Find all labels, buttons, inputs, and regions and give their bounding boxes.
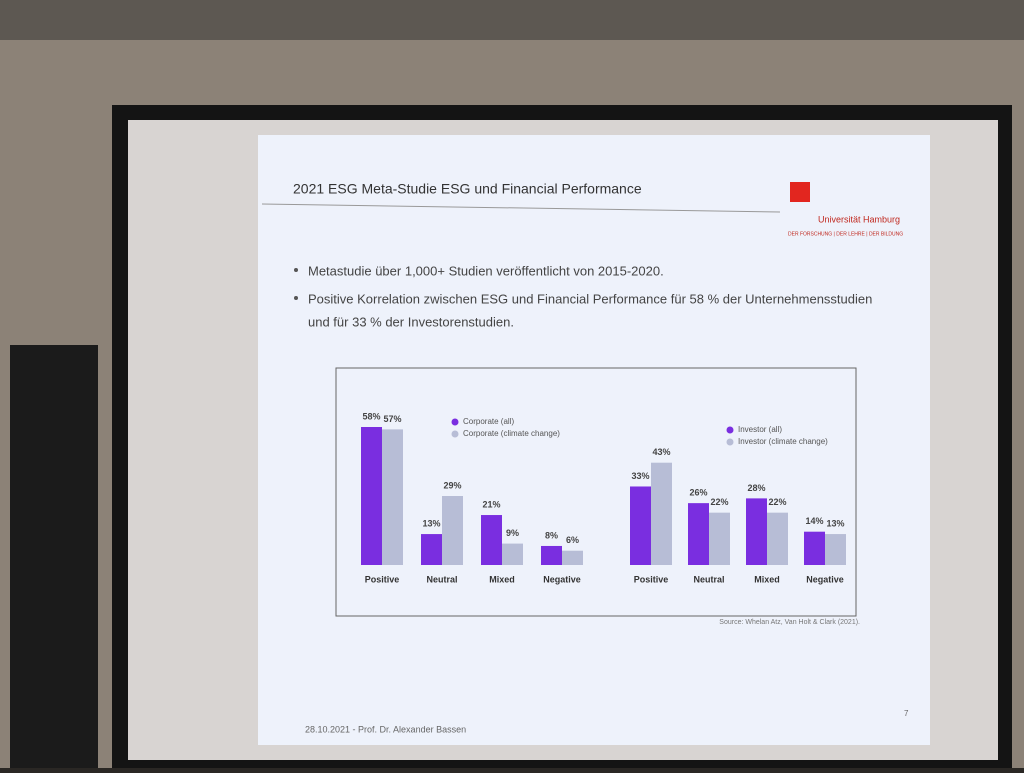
slide-title: 2021 ESG Meta-Studie ESG und Financial P… (293, 181, 642, 197)
ceiling (0, 0, 1024, 40)
value-label: 57% (383, 414, 401, 424)
legend-label: Investor (all) (738, 425, 782, 434)
x-tick-label: Neutral (693, 574, 724, 584)
x-tick-label: Negative (543, 574, 581, 584)
bar (688, 503, 709, 565)
page-number: 7 (904, 709, 909, 718)
bar (746, 498, 767, 565)
bar (651, 462, 672, 565)
bar (562, 550, 583, 565)
value-label: 9% (506, 528, 519, 538)
value-label: 33% (631, 471, 649, 481)
x-tick-label: Positive (365, 574, 400, 584)
x-tick-label: Mixed (754, 574, 780, 584)
x-tick-label: Neutral (426, 574, 457, 584)
value-label: 29% (443, 480, 461, 490)
legend-swatch (726, 426, 734, 434)
slide (258, 135, 930, 745)
legend-swatch (451, 418, 459, 426)
bar (767, 512, 788, 565)
bar (804, 531, 825, 565)
logo-mark (790, 182, 810, 202)
x-tick-label: Negative (806, 574, 844, 584)
value-label: 8% (545, 530, 558, 540)
legend-label: Corporate (all) (463, 417, 514, 426)
bullet-dot (294, 268, 298, 272)
value-label: 26% (689, 488, 707, 498)
value-label: 14% (805, 516, 823, 526)
x-tick-label: Mixed (489, 574, 515, 584)
bar (541, 545, 562, 565)
legend-swatch (451, 430, 459, 438)
bar (825, 534, 846, 565)
bullet: Positive Korrelation zwischen ESG und Fi… (308, 291, 872, 306)
bullet: und für 33 % der Investorenstudien. (308, 314, 514, 329)
bar (481, 515, 502, 565)
footer: 28.10.2021 - Prof. Dr. Alexander Bassen (305, 724, 466, 734)
value-label: 21% (482, 499, 500, 509)
legend-label: Investor (climate change) (738, 437, 828, 446)
value-label: 58% (362, 411, 380, 421)
bar (442, 496, 463, 565)
value-label: 13% (826, 518, 844, 528)
source: Source: Whelan Atz, Van Holt & Clark (20… (719, 619, 860, 626)
value-label: 13% (422, 518, 440, 528)
bar (502, 543, 523, 565)
legend-label: Corporate (climate change) (463, 429, 560, 438)
legend-swatch (726, 438, 734, 446)
speaker (10, 345, 98, 768)
value-label: 28% (747, 483, 765, 493)
bar (630, 486, 651, 565)
value-label: 43% (652, 447, 670, 457)
bar (421, 534, 442, 565)
x-tick-label: Positive (634, 574, 669, 584)
bar (709, 512, 730, 565)
logo-tagline: DER FORSCHUNG | DER LEHRE | DER BILDUNG (788, 231, 903, 237)
value-label: 22% (768, 497, 786, 507)
logo-name: Universität Hamburg (818, 214, 900, 224)
chart-frame (335, 367, 857, 617)
title-rule (261, 203, 781, 213)
value-label: 6% (566, 535, 579, 545)
bullet-dot (294, 296, 298, 300)
bar (361, 427, 382, 565)
value-label: 22% (710, 497, 728, 507)
bullet: Metastudie über 1,000+ Studien veröffent… (308, 263, 664, 278)
bar (382, 429, 403, 565)
